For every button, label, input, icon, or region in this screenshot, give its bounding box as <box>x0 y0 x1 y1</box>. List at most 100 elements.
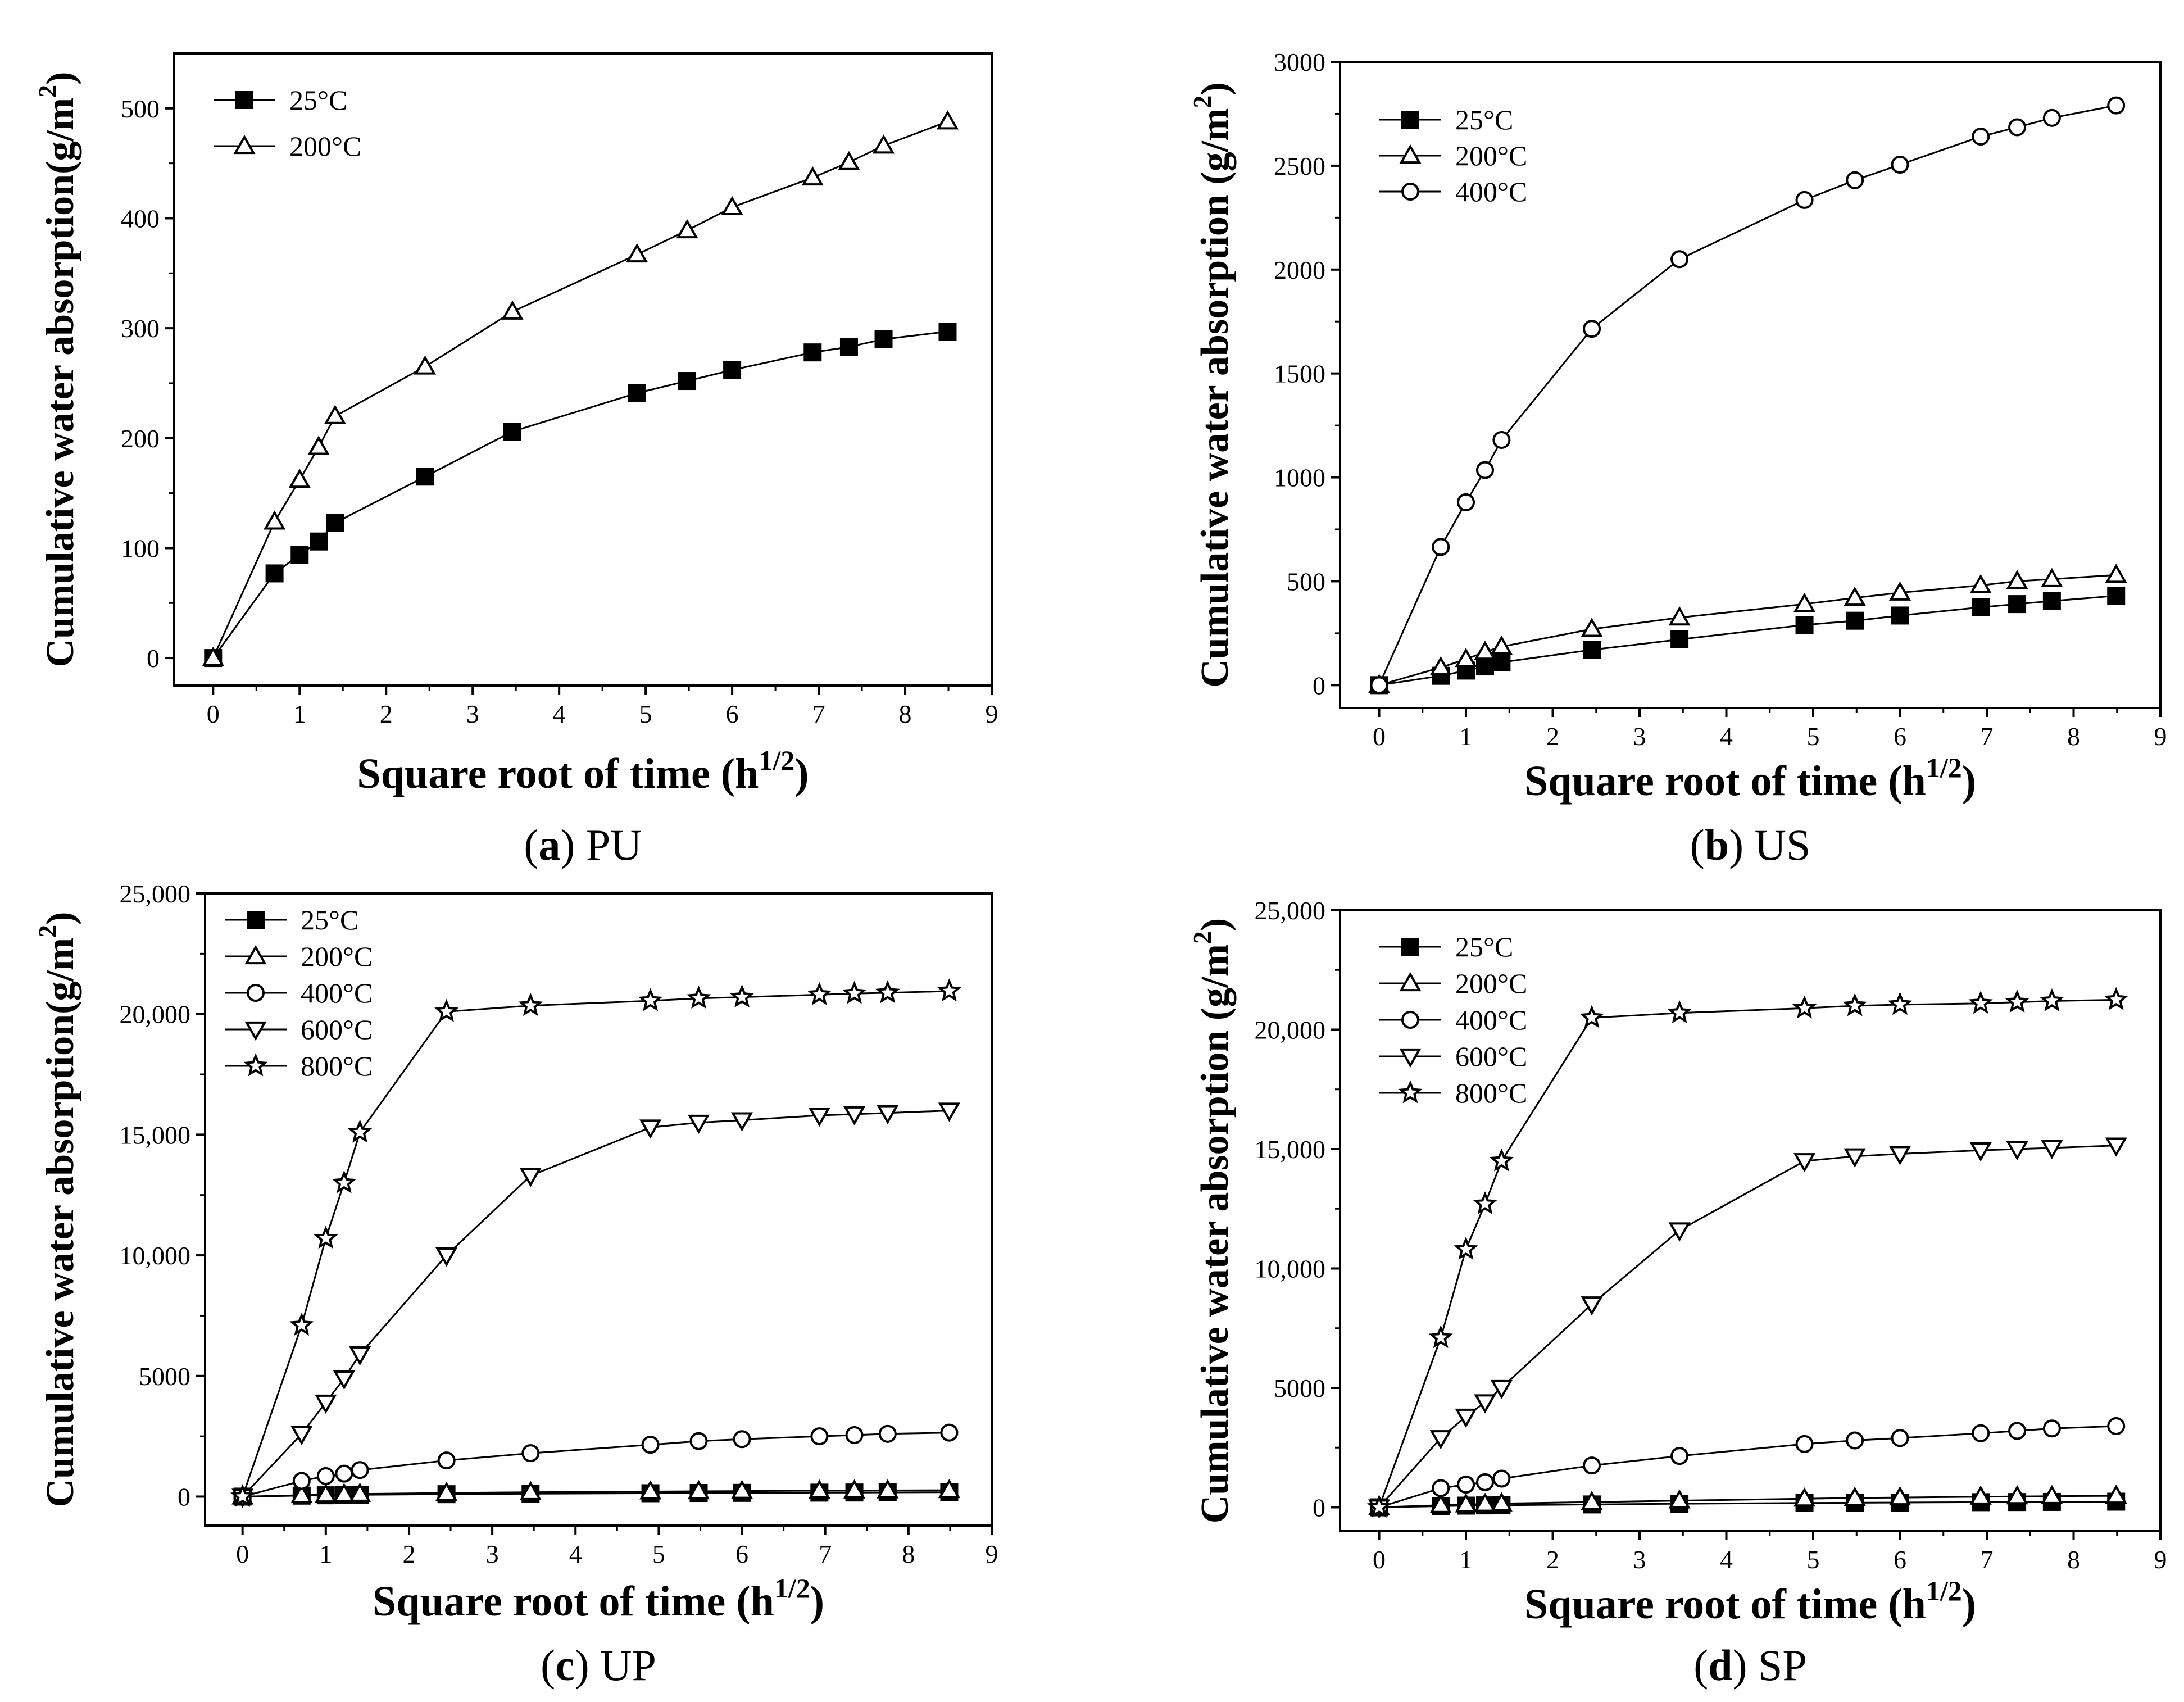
data-point-400c <box>1795 190 1814 209</box>
y-tick-label: 200 <box>121 424 160 453</box>
data-point-400c <box>1846 171 1864 189</box>
series-line-400c <box>1379 1425 2117 1508</box>
data-point-200c <box>333 1483 355 1503</box>
data-point-25c <box>723 361 742 379</box>
data-point-600c <box>687 1114 710 1134</box>
data-point-25c <box>678 372 697 391</box>
x-tick-label: 3 <box>466 700 479 728</box>
x-axis-label: Square root of time (h1/2) <box>1524 752 1976 805</box>
data-point-800c <box>1842 993 1867 1016</box>
panel-us: 0 1 2 3 4 5 6 7 8 9 0 500 1000 1500 2000 2500 3000 25°C 20… <box>1188 48 2167 869</box>
x-tick-label: 2 <box>380 700 393 728</box>
data-point-600c <box>1969 1142 1992 1162</box>
data-point-200c <box>264 510 286 530</box>
legend-marker <box>1401 938 1419 956</box>
data-point-200c <box>1581 618 1603 637</box>
legend-label: 400°C <box>301 977 373 1009</box>
y-tick-label: 1500 <box>1274 360 1325 388</box>
data-point-400c <box>2107 1417 2126 1435</box>
data-point-200c <box>676 219 698 239</box>
data-point-800c <box>686 986 711 1009</box>
data-point-400c <box>1492 1469 1511 1488</box>
data-point-200c <box>808 1479 830 1499</box>
data-point-600c <box>731 1112 753 1132</box>
data-point-200c <box>1668 606 1691 626</box>
data-point-800c <box>1667 1000 1692 1024</box>
data-point-600c <box>1581 1296 1603 1316</box>
data-point-25c <box>1972 598 1990 616</box>
data-point-800c <box>842 981 867 1004</box>
y-tick-label: 100 <box>121 534 160 562</box>
data-point-25c <box>1795 616 1814 634</box>
data-point-200c <box>288 468 311 488</box>
data-point-400c <box>1583 1456 1601 1475</box>
legend-marker <box>247 984 265 1002</box>
data-point-800c <box>332 1170 357 1193</box>
y-tick-label: 5000 <box>1274 1374 1325 1403</box>
x-tick-label: 8 <box>2067 1545 2080 1574</box>
data-point-200c <box>349 1482 371 1502</box>
legend-label: 600°C <box>1455 1041 1527 1072</box>
data-point-400c <box>1492 430 1511 449</box>
data-point-600c <box>349 1346 371 1366</box>
y-tick-label: 500 <box>1287 567 1325 596</box>
data-point-400c <box>1476 1473 1495 1491</box>
data-point-400c <box>689 1432 708 1450</box>
data-point-25c <box>416 468 434 486</box>
data-point-400c <box>1457 493 1475 511</box>
x-tick-label: 4 <box>553 700 566 728</box>
panel-pu: 0 1 2 3 4 5 6 7 8 9 0 100 200 300 400 500 25°C 200°C Squar… <box>33 52 998 869</box>
data-point-600c <box>1455 1408 1477 1428</box>
plot-frame <box>173 52 993 687</box>
legend-marker <box>1401 111 1419 129</box>
data-point-800c <box>807 982 832 1005</box>
data-point-200c <box>801 166 824 186</box>
y-axis-label: Cumulative water absorption (g/m2) <box>1188 918 1237 1523</box>
y-tick-label: 20,000 <box>1255 1016 1326 1045</box>
data-point-400c <box>2107 96 2126 115</box>
data-point-25c <box>1476 657 1495 676</box>
y-axis-label: Cumulative water absorption(g/m2) <box>33 912 82 1508</box>
data-point-400c <box>2042 108 2061 127</box>
data-point-200c <box>1668 1489 1691 1509</box>
legend-label: 600°C <box>301 1014 373 1045</box>
x-axis-label: Square root of time (h1/2) <box>1524 1575 1976 1628</box>
y-tick-label: 3000 <box>1274 48 1325 76</box>
x-tick-label: 9 <box>986 700 998 728</box>
data-point-200c <box>843 1479 866 1499</box>
legend-marker <box>1401 1011 1419 1029</box>
data-point-600c <box>1888 1146 1911 1165</box>
data-point-25c <box>628 384 646 402</box>
y-tick-label: 1000 <box>1274 464 1325 492</box>
data-point-400c <box>878 1424 897 1443</box>
data-point-600c <box>2041 1140 2063 1160</box>
x-tick-label: 1 <box>1460 1545 1473 1574</box>
data-point-400c <box>810 1427 829 1446</box>
legend-label: 200°C <box>289 130 361 162</box>
legend-label: 400°C <box>1455 176 1527 207</box>
data-point-800c <box>2104 987 2128 1010</box>
plot-frame <box>1339 61 2162 709</box>
x-tick-label: 5 <box>652 1540 665 1568</box>
data-point-800c <box>434 998 459 1022</box>
data-point-25c <box>803 343 822 362</box>
x-tick-label: 7 <box>812 700 825 728</box>
x-tick-label: 0 <box>1373 722 1386 751</box>
x-tick-label: 9 <box>986 1540 998 1568</box>
x-tick-label: 2 <box>402 1540 415 1568</box>
data-point-400c <box>733 1430 751 1449</box>
data-point-200c <box>877 1479 899 1499</box>
data-point-25c <box>839 338 858 356</box>
x-axis-label: Square root of time (h1/2) <box>373 1572 824 1625</box>
legend-marker <box>247 911 265 929</box>
data-point-600c <box>1490 1379 1513 1400</box>
x-tick-label: 1 <box>1460 722 1473 751</box>
data-point-25c <box>2042 592 2061 610</box>
legend-marker <box>233 134 256 155</box>
data-point-800c <box>1792 995 1817 1019</box>
legend-label: 400°C <box>1455 1004 1527 1036</box>
data-point-400c <box>1891 1429 1909 1447</box>
panel-caption: (a) PU <box>524 820 642 869</box>
x-tick-label: 6 <box>735 1540 748 1568</box>
